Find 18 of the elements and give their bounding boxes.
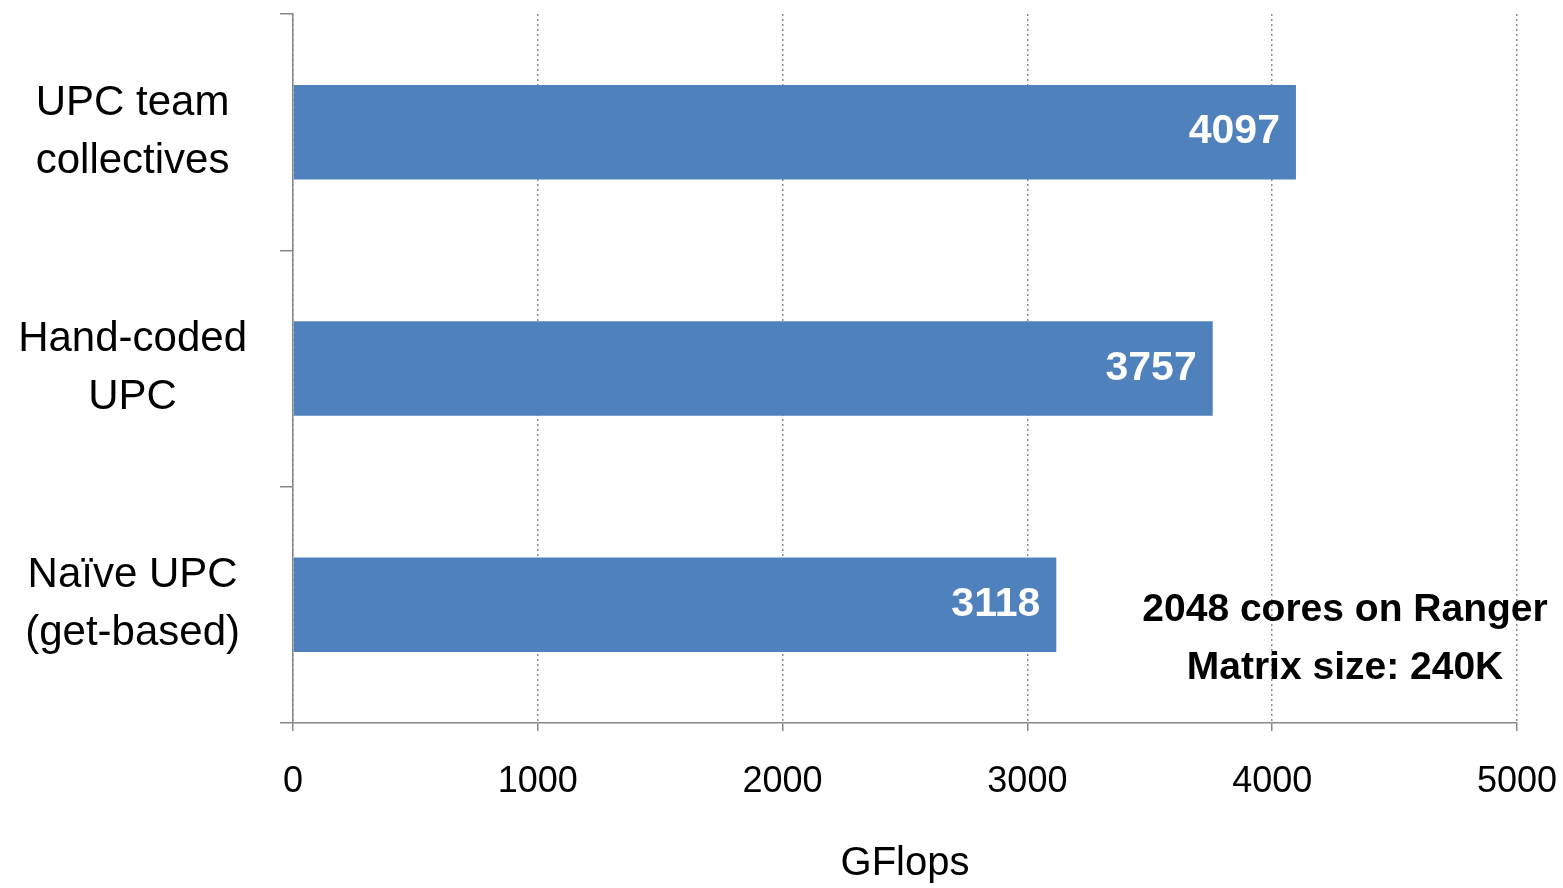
bar [293,321,1213,416]
x-tick-label: 4000 [1232,758,1313,800]
annotation: Matrix size: 240K [1186,643,1504,687]
bar [293,84,1296,180]
x-tick-label: 0 [282,758,304,800]
x-tick-label: 1000 [497,758,578,800]
y-tick-label: UPC team collectives [35,76,230,182]
data-label: 3757 [1105,342,1197,389]
annotation: 2048 cores on Ranger [1142,585,1548,629]
bar [293,557,1057,653]
data-label: 4097 [1188,106,1280,153]
x-tick-label: 5000 [1476,758,1558,800]
data-label: 3118 [951,579,1041,626]
x-tick-label: 2000 [742,758,823,800]
y-tick-label: Naïve UPC (get-based) [25,549,240,655]
y-tick-label: Hand-coded UPC [18,313,247,419]
x-tick-label: 3000 [987,758,1068,800]
x-axis-title: GFlops [840,839,970,884]
